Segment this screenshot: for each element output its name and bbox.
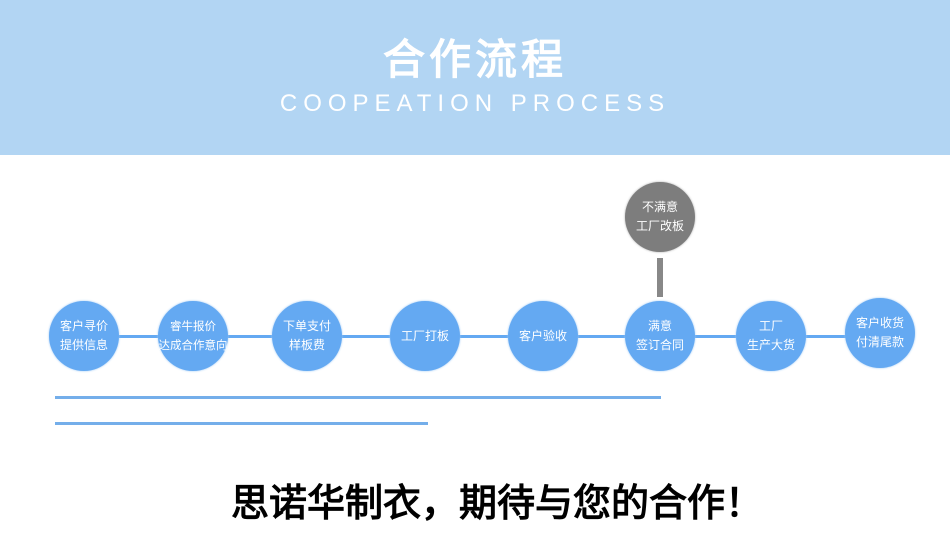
step-6: 满意 签订合同	[625, 301, 695, 371]
connector	[695, 335, 736, 338]
header-banner: 合作流程 COOPEATION PROCESS	[0, 0, 950, 155]
connector	[119, 335, 159, 338]
connector	[460, 335, 508, 338]
divider-line	[55, 422, 428, 425]
step-3: 下单支付 样板费	[272, 301, 342, 371]
connector	[342, 335, 390, 338]
slogan: 思诺华制衣，期待与您的合作！	[230, 480, 763, 525]
step-5: 客户验收	[508, 301, 578, 371]
step-4: 工厂打板	[390, 301, 460, 371]
step-1: 客户寻价 提供信息	[49, 301, 119, 371]
divider-line	[55, 396, 661, 399]
connector	[578, 335, 625, 338]
page-title: 合作流程	[382, 35, 567, 84]
step-7: 工厂 生产大货	[736, 301, 806, 371]
branch-step: 不满意 工厂改板	[625, 182, 695, 252]
branch-connector	[657, 258, 663, 297]
step-2: 睿牛报价 达成合作意向	[158, 301, 228, 371]
connector	[228, 335, 272, 338]
step-8: 客户收货 付清尾款	[845, 298, 915, 368]
connector	[806, 335, 846, 338]
page-subtitle: COOPEATION PROCESS	[279, 90, 671, 117]
